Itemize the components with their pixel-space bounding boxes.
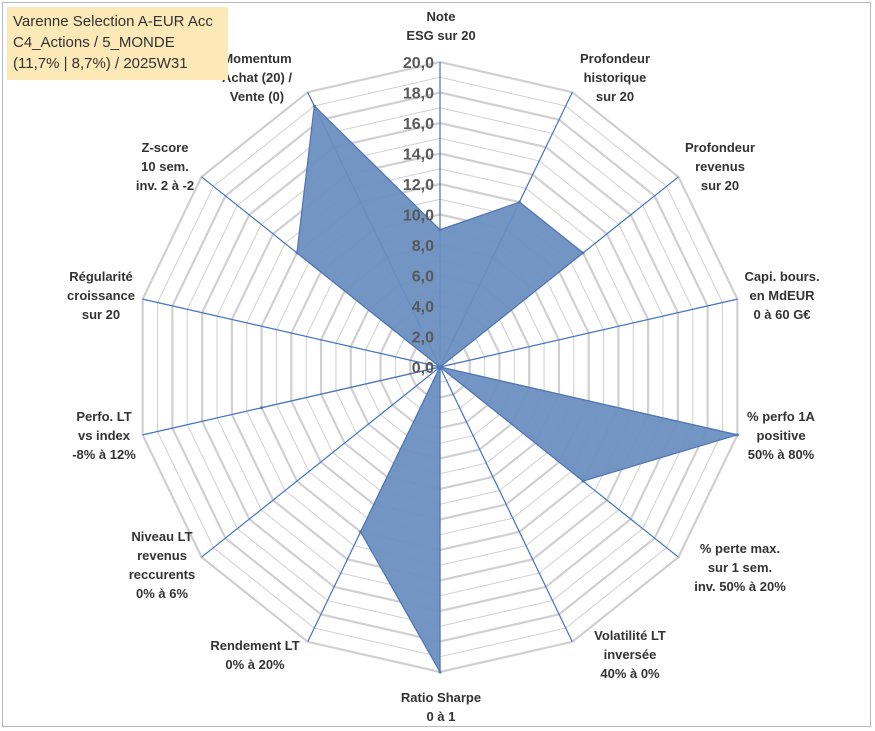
axis-spoke — [439, 366, 573, 643]
fund-name: Varenne Selection A-EUR Acc — [13, 13, 213, 30]
axis-label: Profondeur revenus sur 20 — [685, 140, 755, 193]
axis-label: Niveau LT revenus reccurents 0% à 6% — [129, 529, 195, 601]
tick-label: 10,0 — [403, 208, 434, 225]
axis-labels: Note ESG sur 20 Profondeur historique sur 20… — [67, 9, 820, 724]
tick-labels: 0,0 2,0 4,0 6,0 8,0 10,0 12,0 14,0 16,0 18,0 20,0 — [403, 55, 434, 377]
tick-label: 20,0 — [403, 55, 434, 72]
axis-label: Ratio Sharpe 0 à 1 — [401, 690, 481, 724]
axis-label: % perte max. sur 1 sem. inv. 50% à 20% — [694, 541, 786, 594]
axis-label: Capi. bours. en MdEUR 0 à 60 G€ — [744, 269, 819, 322]
axis-spoke — [142, 298, 441, 368]
axis-label: Momentum Achat (20) / Vente (0) — [222, 51, 292, 104]
axis-label: Volatilité LT inversée 40% à 0% — [594, 628, 666, 681]
axis-label: Profondeur historique sur 20 — [580, 51, 650, 104]
axis-label: Rendement LT 0% à 20% — [210, 638, 299, 672]
tick-label: 0,0 — [412, 360, 434, 377]
tick-label: 8,0 — [412, 238, 434, 255]
data-point — [581, 251, 585, 255]
tick-label: 14,0 — [403, 147, 434, 164]
axis-label: Z-score 10 sem. inv. 2 à -2 — [136, 140, 194, 193]
data-point — [295, 251, 299, 255]
axis-label: % perfo 1A positive 50% à 80% — [747, 409, 816, 462]
axis-label: Perfo. LT vs index -8% à 12% — [72, 409, 136, 462]
tick-label: 4,0 — [412, 299, 434, 316]
axis-spoke — [201, 366, 441, 558]
data-point — [359, 530, 363, 534]
data-point — [581, 479, 585, 483]
tick-label: 16,0 — [403, 116, 434, 133]
data-point — [735, 433, 739, 437]
fund-category: C4_Actions / 5_MONDE — [13, 34, 175, 51]
axis-spoke — [439, 298, 738, 368]
data-point — [438, 670, 442, 674]
tick-label: 2,0 — [412, 330, 434, 347]
axis-label: Régularité croissance sur 20 — [67, 269, 135, 322]
fund-title-box: Varenne Selection A-EUR Acc C4_Actions /… — [7, 7, 228, 80]
data-point — [312, 104, 316, 108]
data-point — [260, 406, 264, 410]
tick-label: 6,0 — [412, 269, 434, 286]
axis-label: Note ESG sur 20 — [406, 9, 475, 43]
tick-label: 12,0 — [403, 177, 434, 194]
data-point — [438, 365, 442, 369]
data-point — [517, 200, 521, 204]
series-layer — [260, 104, 740, 675]
tick-label: 18,0 — [403, 86, 434, 103]
data-point — [438, 228, 442, 232]
fund-stats: (11,7% | 8,7%) / 2025W31 — [13, 55, 188, 72]
